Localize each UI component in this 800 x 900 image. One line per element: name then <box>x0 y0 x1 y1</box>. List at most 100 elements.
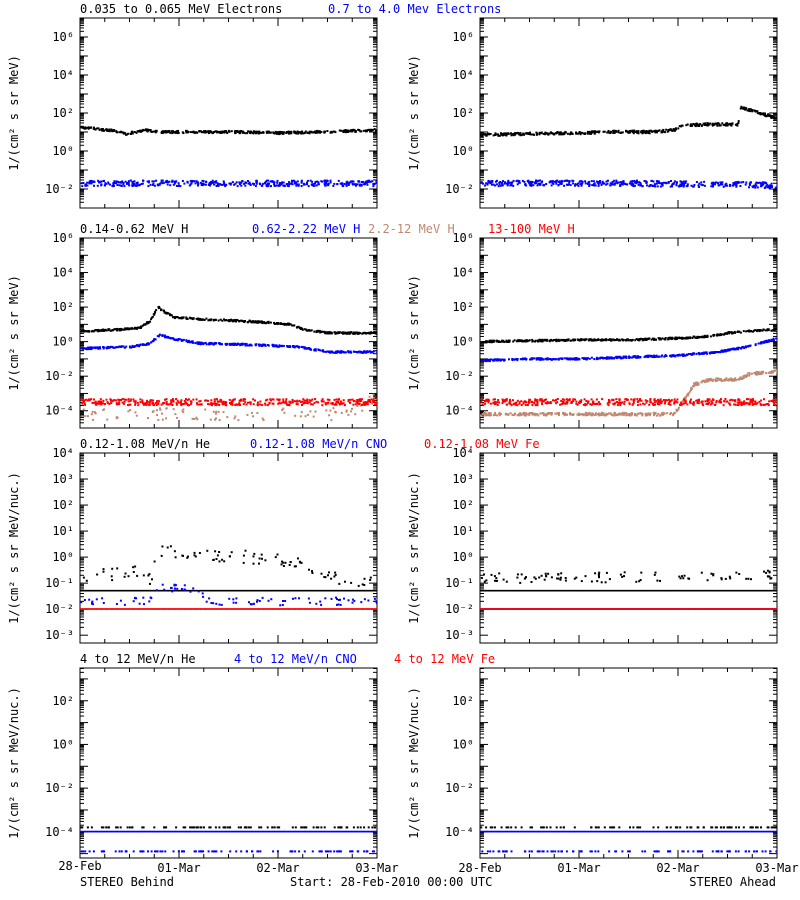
data-point <box>252 403 255 406</box>
data-point <box>91 402 94 404</box>
data-point <box>770 182 773 185</box>
data-point <box>182 411 185 414</box>
data-point <box>216 182 219 185</box>
data-point <box>302 346 305 349</box>
data-point <box>765 185 768 188</box>
data-point <box>615 181 618 183</box>
data-point <box>706 124 709 127</box>
data-point <box>345 409 348 412</box>
data-point <box>122 131 125 134</box>
data-point <box>276 345 279 348</box>
data-point <box>224 404 227 406</box>
data-point <box>354 413 357 416</box>
data-point <box>270 185 272 188</box>
data-point <box>592 130 595 133</box>
data-point <box>145 402 148 405</box>
data-point <box>123 400 126 403</box>
data-point <box>499 184 502 187</box>
data-point <box>122 181 125 184</box>
data-point <box>690 184 693 187</box>
data-point <box>212 402 215 405</box>
data-point <box>563 131 566 134</box>
data-point <box>745 181 748 184</box>
data-point <box>238 402 241 405</box>
data-point <box>339 182 342 185</box>
data-point <box>605 339 608 342</box>
data-point <box>218 130 221 133</box>
data-point <box>756 186 759 189</box>
data-point <box>534 182 537 185</box>
data-point <box>669 185 672 188</box>
data-point <box>496 414 499 417</box>
data-point <box>337 401 340 404</box>
data-point <box>722 185 725 188</box>
data-point <box>112 129 115 132</box>
data-point <box>325 331 328 334</box>
data-point <box>123 132 125 135</box>
data-point <box>87 126 90 129</box>
data-point <box>665 355 668 357</box>
data-point <box>767 185 770 188</box>
data-point <box>679 184 682 187</box>
data-point <box>653 414 655 417</box>
data-point <box>107 345 110 348</box>
data-point <box>215 398 218 401</box>
y-tick-label: 10⁻² <box>445 369 474 383</box>
data-point <box>732 182 735 185</box>
data-point <box>776 370 777 373</box>
data-point <box>323 183 326 186</box>
data-point <box>285 403 288 406</box>
data-point <box>217 410 220 413</box>
data-point <box>729 184 731 187</box>
data-point <box>273 183 275 186</box>
data-point <box>288 322 291 325</box>
data-point <box>362 401 365 404</box>
data-point <box>152 183 154 186</box>
data-point <box>655 182 658 185</box>
data-point <box>746 329 749 332</box>
data-point <box>312 415 315 418</box>
data-point <box>235 320 237 323</box>
data-point <box>155 309 158 312</box>
y-axis-label: 1/(cm² s sr MeV) <box>7 275 21 391</box>
data-point <box>337 351 340 354</box>
data-point <box>273 132 276 135</box>
data-point <box>554 412 557 415</box>
data-point <box>754 185 757 188</box>
data-point <box>233 417 236 420</box>
y-tick-label: 10² <box>452 106 474 120</box>
data-point <box>258 343 261 346</box>
data-point <box>166 183 169 186</box>
data-point <box>370 331 373 334</box>
data-point <box>118 328 121 330</box>
data-point <box>572 180 575 182</box>
data-point <box>360 184 363 187</box>
data-point <box>184 401 187 404</box>
data-point <box>294 182 296 185</box>
data-point <box>480 181 483 184</box>
data-point <box>700 181 703 184</box>
data-point <box>555 358 558 361</box>
data-point <box>99 398 102 401</box>
data-point <box>179 400 182 403</box>
data-point <box>200 403 203 406</box>
data-point <box>213 400 216 403</box>
data-point <box>700 352 703 355</box>
y-tick-label: 10⁴ <box>452 266 474 280</box>
data-point <box>233 343 236 345</box>
data-point <box>304 130 307 133</box>
data-point <box>190 131 192 134</box>
data-point <box>480 414 482 417</box>
data-point <box>97 328 100 331</box>
data-point <box>547 133 550 136</box>
data-point <box>259 400 262 403</box>
data-point <box>110 402 113 404</box>
data-point <box>271 398 274 401</box>
data-point <box>565 357 568 360</box>
data-point <box>683 184 686 187</box>
data-point <box>200 318 203 321</box>
data-point <box>758 181 761 184</box>
data-point <box>325 409 328 412</box>
data-point <box>568 183 570 186</box>
data-point <box>748 184 751 186</box>
